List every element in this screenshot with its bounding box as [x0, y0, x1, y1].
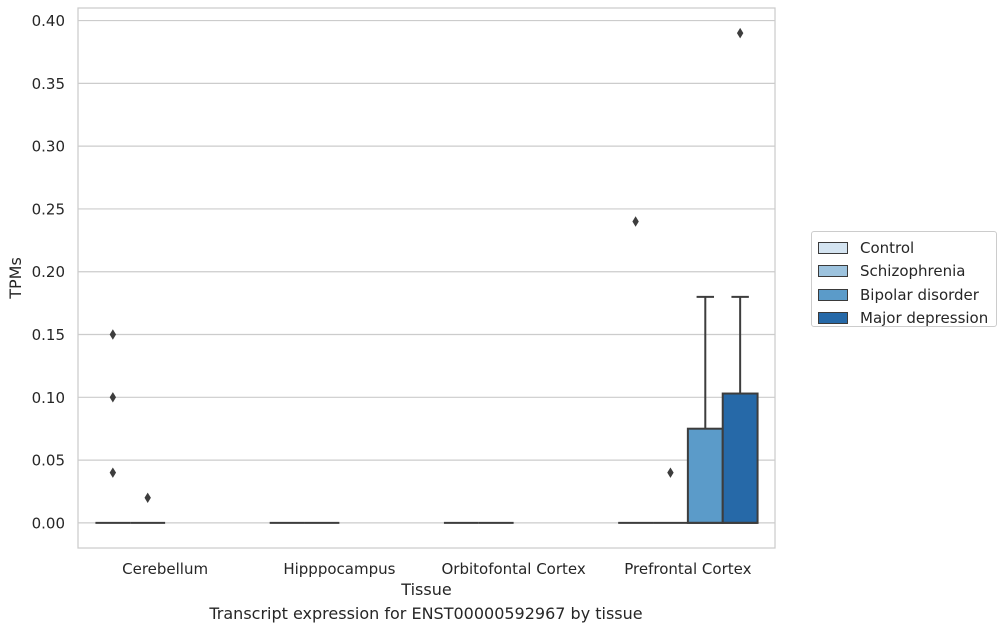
y-tick-label: 0.10 — [32, 389, 65, 407]
y-tick-label: 0.20 — [32, 263, 65, 281]
box-schizophrenia — [130, 492, 166, 524]
y-tick-label: 0.05 — [32, 452, 65, 470]
legend-item-schizophrenia: Schizophrenia — [818, 260, 996, 284]
plot-frame — [77, 7, 776, 549]
boxes — [95, 27, 759, 524]
legend-swatch-schizophrenia — [818, 265, 848, 278]
y-tick-label: 0.35 — [32, 75, 65, 93]
x-axis-label: Tissue — [400, 580, 451, 599]
y-tick-label: 0.30 — [32, 138, 65, 156]
x-tick-label: Hipppocampus — [283, 560, 395, 578]
box-schizophrenia — [653, 467, 688, 524]
legend-label-control: Control — [860, 238, 915, 257]
grid-lines — [78, 19, 775, 524]
legend-swatch-control — [818, 241, 848, 254]
box-body — [686, 427, 724, 524]
y-tick-label: 0.00 — [32, 514, 65, 532]
outlier-point — [109, 467, 117, 478]
legend-item-control: Control — [818, 236, 996, 260]
box-bipolar-disorder — [686, 295, 724, 524]
y-axis-label: TPMs — [6, 257, 25, 300]
legend-label-bipolar-disorder: Bipolar disorder — [860, 285, 979, 304]
outlier-point — [667, 467, 674, 478]
legend-item-major-depression: Major depression — [818, 307, 996, 331]
legend-swatch-bipolar-disorder — [818, 288, 848, 301]
legend-label-major-depression: Major depression — [860, 309, 989, 328]
box-control — [618, 216, 654, 524]
legend: Control Schizophrenia Bipolar disorder M… — [811, 231, 997, 327]
x-tick-label: Prefrontal Cortex — [624, 560, 751, 578]
x-tick-label: Cerebellum — [122, 560, 208, 578]
legend-item-bipolar-disorder: Bipolar disorder — [818, 283, 996, 307]
x-tick-labels: Cerebellum Hipppocampus Orbitofontal Corte… — [122, 560, 751, 578]
outlier-point — [109, 329, 117, 340]
outlier-point — [109, 392, 117, 403]
legend-swatch-major-depression — [818, 312, 848, 325]
x-tick-label: Orbitofontal Cortex — [442, 560, 586, 578]
box-major-depression — [721, 27, 759, 524]
box-body — [721, 392, 759, 524]
y-tick-label: 0.25 — [32, 200, 65, 218]
outlier-point — [144, 492, 151, 503]
y-tick-labels: 0.00 0.05 0.10 0.15 0.20 0.25 0.30 0.35 0.40 — [32, 12, 65, 532]
y-tick-label: 0.40 — [32, 12, 65, 30]
chart-caption: Transcript expression for ENST0000059296… — [209, 604, 643, 623]
box-control — [95, 329, 131, 524]
y-tick-label: 0.15 — [32, 326, 65, 344]
outlier-point — [736, 27, 744, 39]
legend-label-schizophrenia: Schizophrenia — [860, 262, 966, 281]
outlier-point — [632, 216, 639, 227]
